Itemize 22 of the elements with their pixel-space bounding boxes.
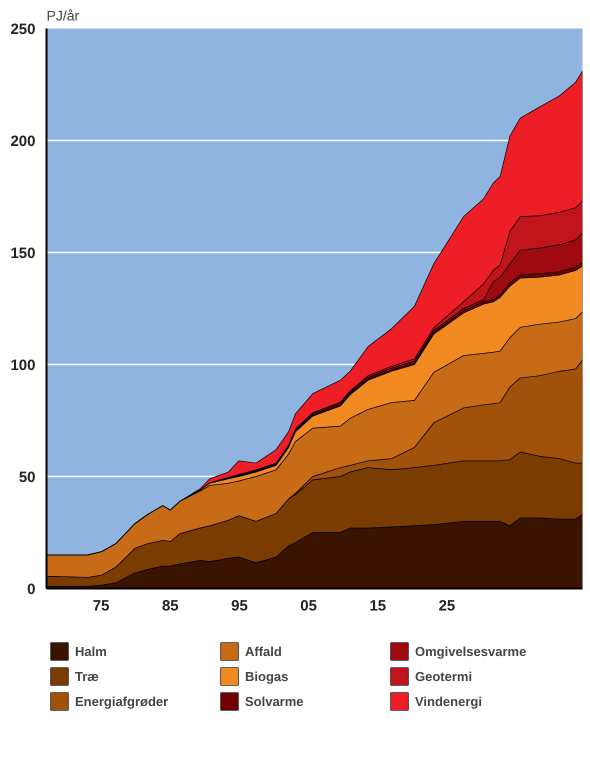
y-tick-label: 100	[10, 357, 36, 374]
legend-label: Solvarme	[245, 694, 305, 708]
legend-label: Energiafgrøder	[75, 694, 170, 708]
y-tick-label: 50	[18, 469, 36, 486]
y-tick-label: 250	[10, 21, 36, 38]
x-tick-label: 95	[231, 598, 248, 614]
legend-label: Vindenergi	[415, 694, 483, 708]
legend-label: Affald	[245, 644, 283, 658]
y-tick-label: 200	[10, 133, 36, 150]
legend-label: Geotermi	[415, 668, 474, 684]
y-tick-label: 150	[10, 245, 36, 262]
x-tick-label: 85	[162, 598, 179, 614]
legend-label: Halm	[75, 644, 108, 658]
x-tick-label: 05	[300, 598, 317, 614]
x-tick-label: 25	[438, 598, 456, 614]
y-axis-title: PJ/år	[46, 8, 80, 24]
y-tick-label: 0	[27, 581, 36, 598]
x-tick-label: 75	[92, 598, 110, 614]
legend-label: Træ	[75, 668, 100, 684]
legend-label: Biogas	[245, 668, 290, 684]
legend-label: Omgivelsesvarme	[415, 644, 528, 658]
x-tick-label: 15	[369, 598, 386, 614]
